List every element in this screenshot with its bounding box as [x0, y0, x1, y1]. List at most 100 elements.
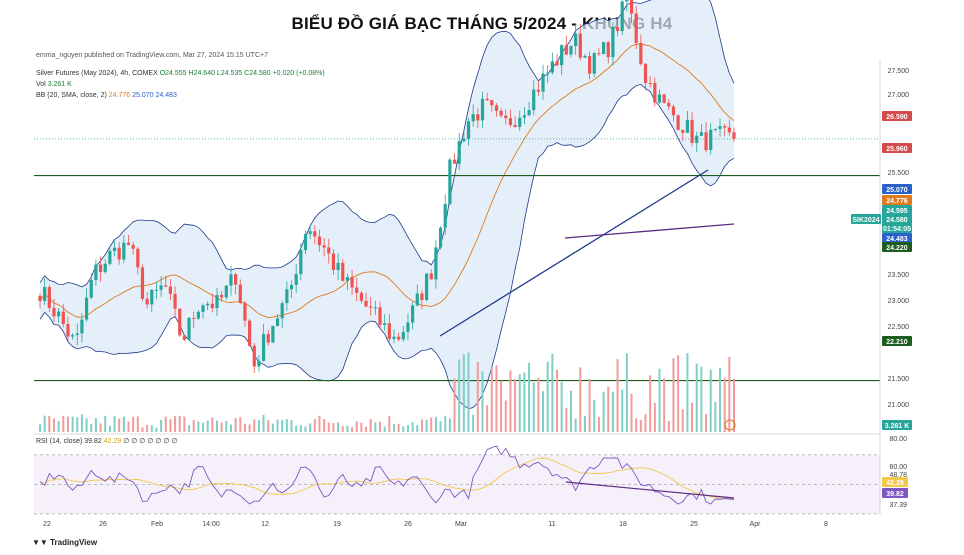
volume-bar	[537, 377, 540, 432]
volume-bar	[160, 419, 163, 432]
candle-body	[569, 46, 573, 55]
volume-bar	[509, 370, 512, 432]
volume-bar	[76, 417, 79, 432]
volume-bar	[52, 418, 55, 432]
candle-body	[429, 273, 433, 280]
volume-bar	[723, 377, 726, 432]
candle-body	[508, 118, 513, 125]
volume-bar	[602, 391, 605, 432]
candle-body	[234, 274, 238, 285]
time-tick-label: Feb	[151, 521, 163, 528]
volume-bar	[323, 418, 326, 432]
volume-bar	[108, 425, 111, 432]
candle-body	[536, 89, 540, 92]
candle-body	[513, 124, 517, 127]
price-tag-box	[882, 336, 912, 346]
candles-layer	[38, 0, 736, 374]
volume-bar	[234, 418, 237, 432]
volume-bar	[94, 418, 97, 432]
volume-bar	[374, 422, 377, 432]
candle-body	[504, 115, 508, 119]
page-title: BIỂU ĐỒ GIÁ BẠC THÁNG 5/2024 - KHUNG H4	[291, 14, 673, 33]
candle-body	[476, 114, 480, 121]
volume-bar	[85, 418, 88, 432]
candle-body	[201, 305, 205, 312]
volume-bar	[709, 369, 712, 432]
rsi-tag-label: 39.82	[886, 491, 904, 498]
candle-body	[229, 274, 233, 286]
volume-bar	[425, 419, 428, 432]
publish-credit: emma_nguyen published on TradingView.com…	[36, 52, 268, 59]
candle-body	[275, 318, 280, 326]
volume-bar	[80, 414, 83, 432]
volume-bar	[271, 423, 274, 432]
volume-bar	[607, 386, 610, 432]
volume-bar	[700, 366, 703, 432]
price-tick-label: 23.000	[888, 298, 910, 305]
volume-bar	[220, 422, 223, 432]
symbol-name[interactable]: Silver Futures (May 2024), 4h, COMEX	[36, 70, 158, 77]
candle-body	[317, 236, 322, 246]
volume-bar	[136, 416, 139, 432]
candle-body	[420, 293, 424, 301]
volume-bar	[206, 420, 209, 432]
volume-bar	[360, 422, 363, 432]
candle-body	[578, 33, 582, 58]
volume-bar	[202, 422, 205, 432]
symbol-tag-label: SIK2024	[852, 217, 879, 224]
candle-body	[662, 94, 666, 103]
volume-bar	[313, 419, 316, 432]
volume-bar	[579, 367, 582, 432]
candle-body	[215, 295, 219, 309]
volume-bar	[383, 426, 386, 432]
candle-body	[406, 322, 410, 332]
tradingview-wordmark: TradingView	[50, 538, 98, 547]
rsi-label[interactable]: RSI (14, close)	[36, 438, 83, 445]
price-tick-label: 22.500	[888, 324, 910, 331]
candle-body	[299, 250, 303, 275]
tradingview-logo[interactable]: ▼▼ TradingView	[32, 538, 97, 547]
price-tag-box	[882, 111, 912, 121]
volume-bar	[178, 415, 181, 432]
candle-body	[560, 45, 564, 66]
volume-bar	[141, 427, 144, 432]
candle-body	[383, 323, 387, 325]
volume-bar	[71, 416, 74, 432]
volume-bar	[295, 425, 298, 432]
rsi-tick-label: 60.00	[889, 464, 907, 471]
volume-bar	[192, 420, 195, 432]
candle-body	[154, 289, 159, 291]
candle-body	[196, 311, 200, 319]
symbol-line: Silver Futures (May 2024), 4h, COMEX O24…	[36, 68, 325, 79]
candle-body	[639, 42, 643, 64]
candle-body	[387, 323, 391, 339]
candle-body	[261, 334, 266, 361]
price-tag-label: 25.960	[886, 146, 908, 153]
candle-body	[164, 285, 168, 287]
rsi-divergence-line	[565, 481, 735, 499]
time-tick-label: 18	[619, 521, 627, 528]
candle-body	[327, 247, 331, 254]
price-tag-label: 22.210	[886, 339, 908, 346]
candle-body	[182, 335, 186, 340]
volume-bar	[653, 402, 656, 432]
volume-bar	[104, 415, 107, 432]
time-tick-label: Apr	[750, 521, 762, 528]
volume-bar	[369, 419, 372, 432]
candle-body	[583, 56, 587, 58]
volume-bar	[532, 382, 535, 432]
uptrend-line	[439, 169, 709, 337]
volume-bar	[118, 418, 121, 432]
volume-bar	[514, 379, 517, 432]
price-tick-label: 27.500	[888, 68, 910, 75]
candle-body	[415, 293, 419, 306]
bb-label[interactable]: BB (20, SMA, close, 2)	[36, 92, 107, 99]
candle-body	[471, 114, 475, 122]
volume-label[interactable]: Vol	[36, 81, 46, 88]
candle-body	[424, 273, 429, 301]
rsi-value: 39.82	[84, 438, 102, 445]
candle-body	[280, 303, 284, 319]
bollinger-band-fill	[40, 0, 734, 409]
bollinger-band-layer	[39, 0, 735, 410]
